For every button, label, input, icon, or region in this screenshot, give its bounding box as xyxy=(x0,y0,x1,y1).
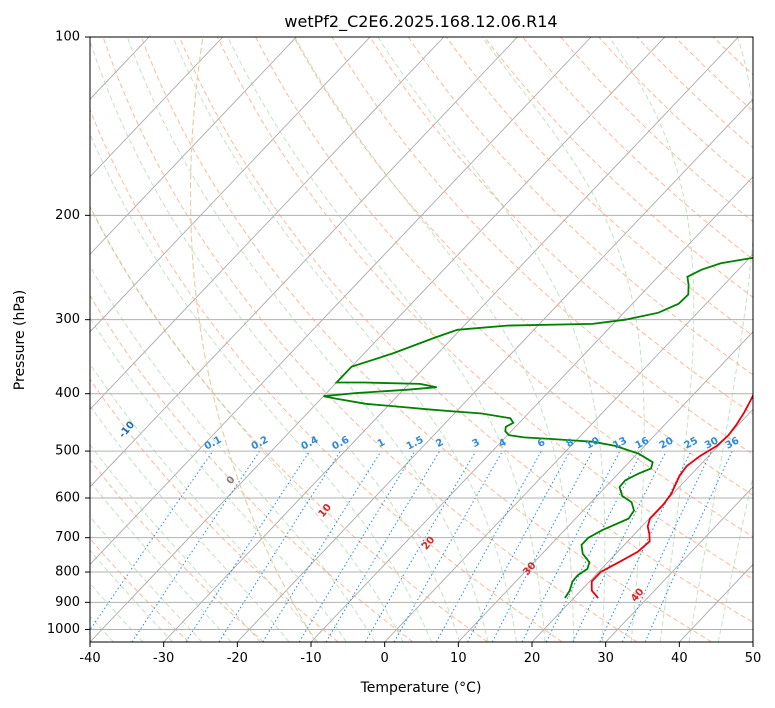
dry-adiabat xyxy=(445,37,753,337)
isotherm xyxy=(90,37,518,488)
mixing-ratio-label: 2 xyxy=(434,437,445,450)
isotherm xyxy=(310,176,753,642)
x-tick-label: -20 xyxy=(227,651,248,666)
x-axis-label: Temperature (°C) xyxy=(360,680,482,696)
mixing-ratio-label: 6 xyxy=(536,437,547,450)
dry-adiabat xyxy=(90,537,190,642)
y-tick-label: 900 xyxy=(55,595,80,610)
x-tick-label: -30 xyxy=(153,651,174,666)
mixing-ratio-line xyxy=(90,450,214,631)
mixing-ratio-line xyxy=(218,450,341,642)
y-tick-label: 1000 xyxy=(47,622,80,637)
isotherm xyxy=(457,331,753,642)
y-tick-label: 600 xyxy=(55,491,80,506)
y-tick-label: 200 xyxy=(55,208,80,223)
mixing-ratio-label: 1 xyxy=(376,437,387,450)
mixing-ratio-line xyxy=(393,450,503,642)
moist-adiabat xyxy=(172,37,517,642)
mixing-ratio-label: 4 xyxy=(497,437,508,450)
moist-adiabat xyxy=(227,37,546,642)
dry-adiabat xyxy=(331,37,753,456)
isotherm xyxy=(236,98,753,642)
x-tick-label: 40 xyxy=(671,651,688,666)
x-tick-label: 50 xyxy=(745,651,762,666)
moist-adiabat xyxy=(90,132,432,642)
plot-frame xyxy=(89,36,754,643)
moist-adiabat xyxy=(126,37,489,642)
x-tick-label: -40 xyxy=(79,651,100,666)
isotherm xyxy=(90,37,224,178)
moist-adiabat xyxy=(90,39,461,642)
background-lines xyxy=(90,37,753,642)
x-tick-label: 10 xyxy=(450,651,467,666)
isotherm xyxy=(90,37,371,333)
y-tick-label: 400 xyxy=(55,386,80,401)
dry-adiabat xyxy=(178,37,753,623)
moist-adiabat xyxy=(90,205,404,642)
mixing-ratio-line xyxy=(185,450,311,642)
dry-adiabat xyxy=(90,108,563,642)
moist-adiabat xyxy=(90,405,290,642)
dry-adiabat xyxy=(102,37,638,642)
isotherm xyxy=(384,253,753,642)
x-tick-label: 0 xyxy=(381,651,389,666)
moist-adiabat xyxy=(377,37,606,642)
dry-adiabat xyxy=(255,37,753,538)
dry-adiabat xyxy=(484,37,753,298)
moist-adiabat xyxy=(90,265,376,642)
isotherm xyxy=(605,486,753,642)
y-tick-label: 500 xyxy=(55,444,80,459)
dry-adiabat xyxy=(560,37,753,223)
dry-adiabat xyxy=(407,37,753,376)
mixing-ratio-line xyxy=(621,450,712,642)
temperature-profile-line xyxy=(590,393,753,599)
x-tick-label: -10 xyxy=(300,651,321,666)
chart-title: wetPf2_C2E6.2025.168.12.06.R14 xyxy=(284,12,557,32)
dry-adiabat xyxy=(217,37,753,580)
isotherm xyxy=(90,37,445,411)
moist-adiabat xyxy=(294,37,575,642)
mixing-ratio-line xyxy=(364,450,477,642)
x-axis: -40 -30 -20 -10 0 10 20 30 40 50 xyxy=(79,642,761,666)
dewpoint-profile-line xyxy=(323,256,753,599)
moist-adiabat xyxy=(481,37,645,642)
moist-adiabat xyxy=(608,37,695,642)
mixing-ratio-label: 3 xyxy=(470,437,481,450)
mixing-ratio-line xyxy=(262,450,382,642)
dry-adiabat xyxy=(369,37,753,415)
moist-adiabat xyxy=(688,37,753,642)
mixing-ratio-line xyxy=(325,450,441,642)
dry-adiabat xyxy=(636,37,753,149)
moist-adiabat xyxy=(90,363,319,642)
x-tick-label: 20 xyxy=(524,651,541,666)
mixing-ratio-line xyxy=(435,450,542,642)
dry-adiabat xyxy=(90,294,414,642)
reference-curve xyxy=(189,37,317,642)
profile-series xyxy=(323,256,753,599)
y-tick-label: 800 xyxy=(55,565,80,580)
dry-adiabat xyxy=(293,37,753,496)
isotherm xyxy=(90,37,666,642)
pressure-gridlines xyxy=(90,37,753,630)
y-axis: 100 200 300 400 500 600 700 800 900 1000 xyxy=(47,30,90,637)
isotherm xyxy=(163,37,739,642)
mixing-ratio-line xyxy=(644,450,733,642)
dry-adiabat xyxy=(140,37,712,642)
y-axis-label: Pressure (hPa) xyxy=(12,290,28,390)
x-tick-label: 30 xyxy=(597,651,614,666)
y-tick-label: 100 xyxy=(55,30,80,45)
isotherm xyxy=(531,408,753,642)
dry-adiabat xyxy=(90,459,264,642)
isotherm xyxy=(90,37,297,255)
isotherm xyxy=(90,37,592,566)
moist-adiabat xyxy=(90,317,347,642)
mixing-ratio-line xyxy=(467,450,571,642)
mixing-ratio-label: 8 xyxy=(564,437,575,450)
y-tick-label: 700 xyxy=(55,530,80,545)
y-tick-label: 300 xyxy=(55,312,80,327)
mixing-ratio-line xyxy=(572,450,667,642)
mixing-ratio-line xyxy=(298,450,416,642)
